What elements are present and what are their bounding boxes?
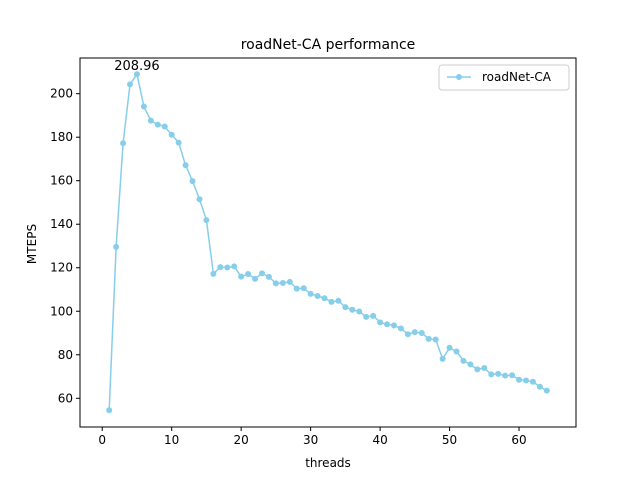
data-point <box>356 308 363 315</box>
data-point <box>397 325 404 332</box>
data-point <box>495 370 502 377</box>
data-point <box>377 319 384 326</box>
legend: roadNet-CA <box>438 64 570 91</box>
data-point <box>231 263 238 270</box>
x-tick-label: 0 <box>98 433 106 447</box>
x-tick-label: 30 <box>303 433 318 447</box>
x-tick-label: 60 <box>511 433 526 447</box>
y-tick-label: 180 <box>50 130 73 144</box>
data-point <box>335 297 342 304</box>
data-point <box>411 329 418 336</box>
data-point <box>404 331 411 338</box>
peak-annotation: 208.96 <box>114 59 160 74</box>
data-point <box>168 131 175 138</box>
series-layer <box>106 71 550 414</box>
data-point <box>210 270 217 277</box>
data-point <box>196 196 203 203</box>
data-point <box>453 348 460 355</box>
data-point <box>370 312 377 319</box>
data-point <box>509 372 516 379</box>
data-point <box>245 271 252 278</box>
y-tick-label: 80 <box>58 348 73 362</box>
data-point <box>133 71 140 78</box>
data-point <box>342 304 349 311</box>
data-point <box>432 336 439 343</box>
data-point <box>127 81 134 88</box>
legend-frame <box>438 64 570 91</box>
data-point <box>154 121 161 128</box>
y-tick-label: 60 <box>58 391 73 405</box>
data-point <box>425 335 432 342</box>
data-point <box>502 372 509 379</box>
annotation-layer: 208.96 <box>114 59 160 74</box>
data-point <box>293 285 300 292</box>
data-point <box>488 371 495 378</box>
data-point <box>314 293 321 300</box>
data-point <box>363 313 370 320</box>
y-tick-label: 140 <box>50 217 73 231</box>
data-point <box>120 140 127 147</box>
data-point <box>522 377 529 384</box>
x-tick-label: 20 <box>234 433 249 447</box>
y-axis-label: MTEPS <box>25 224 39 264</box>
data-point <box>203 217 210 224</box>
x-tick-label: 10 <box>164 433 179 447</box>
data-point <box>106 407 113 414</box>
data-point <box>439 355 446 362</box>
plot-frame <box>79 57 577 428</box>
data-point <box>390 322 397 329</box>
data-point <box>384 321 391 328</box>
data-point <box>536 383 543 390</box>
data-point <box>252 275 259 282</box>
data-point <box>238 273 245 280</box>
data-point <box>516 376 523 383</box>
data-point <box>328 298 335 305</box>
legend-series-marker <box>456 74 462 80</box>
x-axis-label: threads <box>305 456 351 470</box>
data-point <box>460 357 467 364</box>
data-point <box>321 295 328 302</box>
chart-title: roadNet-CA performance <box>241 37 416 53</box>
data-point <box>113 243 120 250</box>
data-point <box>182 162 189 169</box>
y-tick-label: 160 <box>50 174 73 188</box>
data-point <box>474 366 481 373</box>
data-point <box>279 279 286 286</box>
data-point <box>161 123 168 130</box>
data-point <box>265 273 272 280</box>
data-point <box>259 270 266 277</box>
data-point <box>349 306 356 313</box>
data-point <box>467 361 474 368</box>
y-tick-label: 200 <box>50 87 73 101</box>
x-tick-label: 40 <box>372 433 387 447</box>
data-point <box>217 264 224 271</box>
data-point <box>543 387 550 394</box>
data-point <box>307 290 314 297</box>
series-line-roadnet-ca <box>108 73 548 411</box>
data-point <box>418 330 425 337</box>
data-point <box>175 139 182 146</box>
data-point <box>189 178 196 185</box>
x-tick-label: 50 <box>442 433 457 447</box>
data-point <box>481 365 488 372</box>
y-tick-label: 100 <box>50 304 73 318</box>
data-point <box>224 264 231 271</box>
data-point <box>147 117 154 124</box>
data-point <box>529 378 536 385</box>
y-tick-label: 120 <box>50 261 73 275</box>
data-point <box>300 285 307 292</box>
data-point <box>272 280 279 287</box>
data-point <box>446 344 453 351</box>
data-point <box>140 103 147 110</box>
data-point <box>286 278 293 285</box>
axes-layer: 0 10 20 30 40 50 60 60 80 100 120 140 160 180 200 <box>50 57 577 447</box>
legend-series-label: roadNet-CA <box>482 70 552 84</box>
